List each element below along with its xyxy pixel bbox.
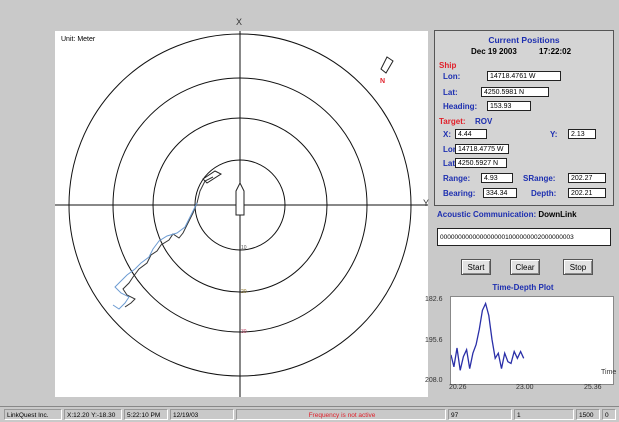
status-app: LinkQuest Inc. [4, 409, 62, 420]
target-lon-field: 14718.4775 W [455, 144, 509, 154]
target-depth-field: 202.21 [568, 188, 606, 198]
status-val1: 97 [448, 409, 512, 420]
ring-label-2: 20 [241, 289, 247, 295]
target-bearing-label: Bearing: [443, 189, 476, 198]
ring-label-1: 10 [241, 245, 247, 251]
acoustic-direction: DownLink [538, 210, 577, 219]
position-time: 17:22:02 [539, 47, 572, 56]
target-y-field: 2.13 [568, 129, 596, 139]
target-section-label: Target: [439, 117, 466, 126]
ship-icon [235, 181, 245, 216]
ring-label-3: 30 [241, 329, 247, 335]
ship-lon-field: 14718.4761 W [487, 71, 561, 81]
clear-button[interactable]: Clear [510, 259, 540, 275]
td-y-tick-mid: 195.6 [425, 337, 443, 344]
positions-title: Current Positions [488, 35, 560, 45]
time-depth-canvas [450, 301, 525, 371]
target-bearing-field: 334.34 [483, 188, 517, 198]
y-axis-label: Y [423, 198, 430, 208]
target-depth-label: Depth: [531, 189, 557, 198]
status-val4: 0 [602, 409, 616, 420]
td-x-tick-mid: 23.00 [516, 384, 534, 391]
ship-lon-label: Lon: [443, 72, 461, 81]
depth-series-line [450, 301, 525, 371]
td-x-tick-start: 20.26 [449, 384, 467, 391]
status-time: 5:22:10 PM [124, 409, 168, 420]
acoustic-comm-title: Acoustic Communication: [437, 210, 537, 219]
target-lat-label: Lat: [443, 159, 458, 168]
position-date: Dec 19 2003 [471, 47, 517, 56]
target-lon-label: Lon: [443, 145, 461, 154]
target-y-label: Y: [550, 130, 558, 139]
acoustic-data-field[interactable]: 0000000000000000001000000002000000003 [437, 228, 611, 246]
polar-plot[interactable]: 10 20 30 Unit: Meter N [55, 31, 428, 397]
time-depth-plot [450, 296, 614, 385]
ship-heading-field: 153.93 [487, 101, 531, 111]
start-button[interactable]: Start [461, 259, 491, 275]
time-depth-title: Time-Depth Plot [492, 283, 554, 292]
polar-plot-canvas: 10 20 30 [55, 31, 428, 397]
current-positions-panel: Current Positions Dec 19 2003 17:22:02 S… [434, 30, 614, 206]
unit-label: Unit: Meter [61, 36, 96, 43]
ship-lat-label: Lat: [443, 88, 458, 97]
status-date: 12/19/03 [170, 409, 234, 420]
target-x-label: X: [443, 130, 451, 139]
status-message: Frequency is not active [236, 409, 446, 420]
status-val2: 1 [514, 409, 574, 420]
target-x-field: 4.44 [455, 129, 487, 139]
stop-button[interactable]: Stop [563, 259, 593, 275]
target-range-label: Range: [443, 174, 471, 183]
rov-track-light [112, 202, 198, 310]
target-name: ROV [475, 117, 493, 126]
north-marker-icon [380, 56, 394, 74]
acoustic-comm-label: Acoustic Communication: DownLink [437, 210, 577, 219]
target-srange-label: SRange: [523, 174, 556, 183]
status-bar: LinkQuest Inc. X:12.20 Y:-18.30 5:22:10 … [0, 406, 619, 422]
status-val3: 1500 [576, 409, 600, 420]
north-label: N [380, 78, 386, 85]
target-srange-field: 202.27 [568, 173, 606, 183]
td-x-axis-label: Time [601, 369, 617, 376]
ship-section-label: Ship [439, 61, 457, 70]
ship-heading-label: Heading: [443, 102, 478, 111]
target-lat-field: 4250.5927 N [455, 158, 507, 168]
ship-lat-field: 4250.5981 N [481, 87, 549, 97]
x-axis-label: X [236, 17, 243, 27]
rov-track-dark [122, 176, 214, 308]
status-coords: X:12.20 Y:-18.30 [64, 409, 122, 420]
target-range-field: 4.93 [481, 173, 513, 183]
td-y-tick-top: 182.6 [425, 296, 443, 303]
td-x-tick-end: 25.36 [584, 384, 602, 391]
td-y-tick-bottom: 208.0 [425, 377, 443, 384]
